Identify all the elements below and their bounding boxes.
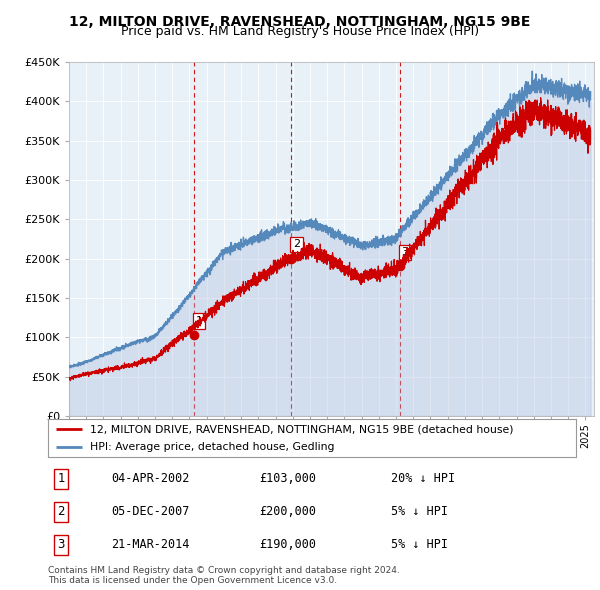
Text: HPI: Average price, detached house, Gedling: HPI: Average price, detached house, Gedl…	[90, 442, 335, 452]
Text: 1: 1	[58, 472, 65, 486]
Text: 3: 3	[401, 247, 409, 257]
Text: 5% ↓ HPI: 5% ↓ HPI	[391, 505, 448, 519]
Text: Price paid vs. HM Land Registry's House Price Index (HPI): Price paid vs. HM Land Registry's House …	[121, 25, 479, 38]
Text: 21-MAR-2014: 21-MAR-2014	[112, 538, 190, 552]
Text: 04-APR-2002: 04-APR-2002	[112, 472, 190, 486]
Text: 12, MILTON DRIVE, RAVENSHEAD, NOTTINGHAM, NG15 9BE (detached house): 12, MILTON DRIVE, RAVENSHEAD, NOTTINGHAM…	[90, 424, 514, 434]
Text: 5% ↓ HPI: 5% ↓ HPI	[391, 538, 448, 552]
Text: 12, MILTON DRIVE, RAVENSHEAD, NOTTINGHAM, NG15 9BE: 12, MILTON DRIVE, RAVENSHEAD, NOTTINGHAM…	[70, 15, 530, 29]
Text: 3: 3	[58, 538, 65, 552]
Text: £103,000: £103,000	[259, 472, 316, 486]
Text: 2: 2	[58, 505, 65, 519]
Text: 05-DEC-2007: 05-DEC-2007	[112, 505, 190, 519]
Text: 1: 1	[196, 316, 203, 326]
Text: 2: 2	[293, 240, 300, 250]
Text: Contains HM Land Registry data © Crown copyright and database right 2024.
This d: Contains HM Land Registry data © Crown c…	[48, 566, 400, 585]
Text: 20% ↓ HPI: 20% ↓ HPI	[391, 472, 455, 486]
Text: £200,000: £200,000	[259, 505, 316, 519]
Text: £190,000: £190,000	[259, 538, 316, 552]
